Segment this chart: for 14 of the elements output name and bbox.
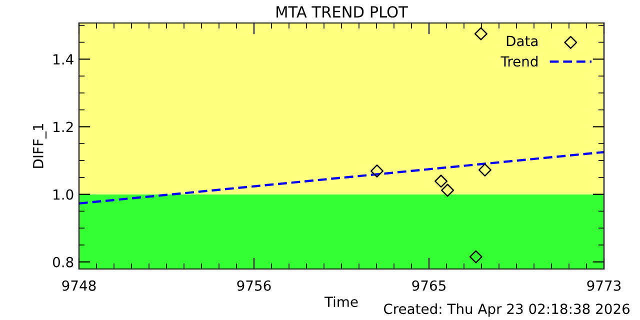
y-tick-label: 1.0 [54, 189, 74, 200]
chart-title: MTA TREND PLOT [276, 6, 408, 18]
legend-label: Trend [500, 56, 538, 67]
y-tick-label: 1.4 [54, 54, 74, 64]
text: Created: Thu Apr 23 02:18:38 2026 [384, 303, 630, 317]
legend-label: Data [506, 36, 538, 46]
x-tick-label: 9765 [412, 280, 446, 291]
y-tick-label: 0.8 [52, 256, 74, 268]
x-axis-title: Time [324, 296, 358, 308]
x-tick-label: 9748 [62, 280, 96, 291]
x-tick-label: 9773 [587, 280, 621, 291]
y-axis-title: DIFF_1 [33, 124, 46, 168]
y-tick-label: 1.2 [54, 122, 73, 132]
x-tick-label: 9756 [237, 280, 271, 291]
